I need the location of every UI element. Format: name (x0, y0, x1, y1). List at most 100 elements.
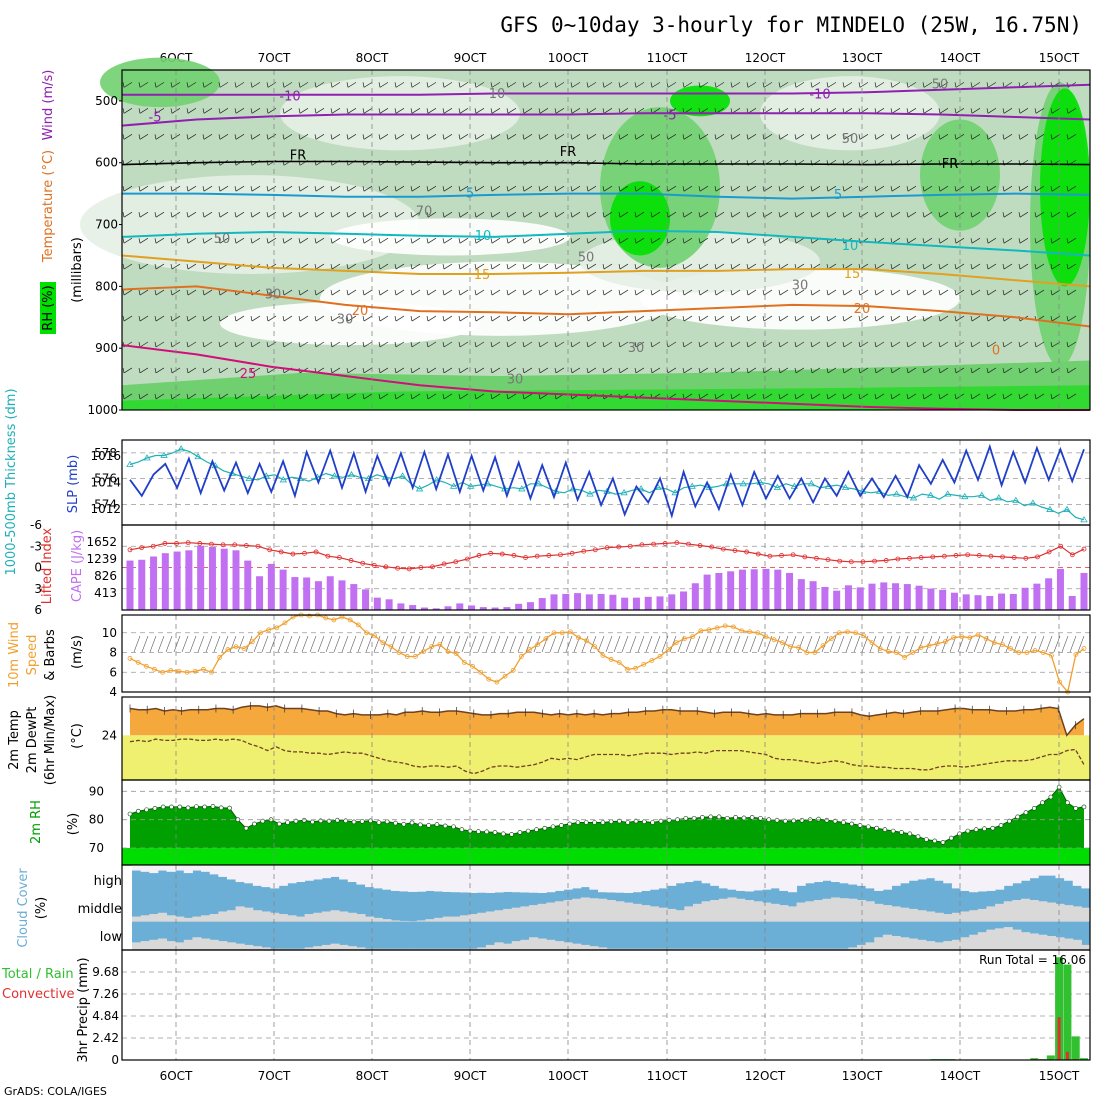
precip-tick-label: 0 (111, 1053, 119, 1067)
wind-barb (987, 341, 997, 348)
cloud-middle-cell (166, 915, 176, 922)
wind-barb (731, 289, 741, 296)
wind-barb (1019, 341, 1029, 348)
li-marker (709, 544, 715, 550)
wind-barb (427, 237, 437, 244)
cloud-middle-cell (934, 912, 944, 922)
wind-barb-flag (1050, 186, 1053, 192)
cloud-low-cell (382, 948, 392, 950)
wind-barb (251, 367, 261, 374)
surface-barb (693, 635, 701, 653)
wind-barb (651, 133, 661, 140)
wind-barb-flag (138, 82, 141, 88)
wind-barb (395, 367, 405, 374)
wind-barb (411, 289, 421, 296)
wind-barb-flag (730, 290, 733, 296)
bottom-tick-label: 12OCT (745, 1069, 786, 1083)
wind-barb-flag (922, 212, 925, 218)
wind-barb-flag (458, 82, 461, 88)
wind-barb-flag (810, 393, 813, 399)
wind-barb (219, 393, 229, 400)
wind-barb (123, 367, 133, 374)
wind-barb-flag (810, 134, 813, 140)
wind-barb (235, 82, 245, 88)
wind-barb (907, 108, 917, 114)
wind-barb-flag (762, 290, 765, 296)
cloud-high-cell (926, 865, 936, 879)
wind-barb (891, 108, 901, 114)
precip-tick-label: 4.84 (92, 1009, 119, 1023)
wind-speed-marker (192, 668, 198, 674)
wind-barb-flag (378, 264, 381, 270)
cloud-low-cell (468, 948, 478, 950)
wind-barb (747, 393, 757, 400)
cloud-low-cell (425, 948, 435, 950)
cloud-middle-cell (969, 910, 979, 922)
wind-barb-flag (346, 238, 349, 244)
cape-bar (456, 603, 464, 610)
wind-barb-flag (522, 108, 525, 114)
wind-barb (939, 133, 949, 140)
cloud-high-cell (209, 865, 219, 875)
wind-barb (475, 341, 485, 348)
wind-barb-flag (1002, 393, 1005, 399)
wind-barb-flag (954, 367, 957, 374)
wind-speed-marker (1032, 648, 1038, 653)
cloud-low-cell (986, 929, 996, 950)
li-marker (185, 540, 191, 546)
wind-speed-marker (421, 649, 426, 654)
cape-bar (632, 597, 640, 610)
surface-barb (213, 635, 221, 653)
wind-barb-flag (346, 341, 349, 348)
wind-barb (907, 393, 917, 400)
wind-barb (1003, 341, 1013, 348)
wind-barb (939, 108, 949, 114)
wind-barb-flag (1066, 290, 1069, 296)
wind-barb (315, 133, 325, 140)
rh-marker (874, 825, 879, 831)
wind-barb-flag (170, 186, 173, 192)
wind-barb (795, 367, 805, 374)
wind-barb-flag (202, 290, 205, 296)
wind-barb-flag (378, 108, 381, 114)
li-marker (883, 558, 889, 563)
wind-barb-flag (602, 264, 605, 270)
cloud-middle-cell (373, 917, 383, 922)
wind-barb (699, 289, 709, 296)
li-marker (383, 564, 389, 570)
wind-barb (203, 367, 213, 374)
rh-contour-label: 30 (792, 278, 809, 293)
wind-barb (683, 341, 693, 348)
wind-barb-flag (1002, 290, 1005, 296)
wind-barb (587, 367, 597, 374)
wind-barb (779, 263, 789, 270)
wind-barb (155, 185, 165, 192)
wind-barb (331, 315, 341, 322)
cloud-middle-cell (382, 919, 392, 922)
wind-speed-marker (836, 630, 842, 636)
wind-speed-marker (355, 622, 361, 628)
rh-contour-label: 50 (214, 232, 231, 247)
wind-speed-marker (364, 630, 369, 636)
cloud-high-cell (718, 865, 729, 889)
wind-barb-flag (186, 393, 189, 399)
wind-barb-flag (986, 134, 989, 140)
wind-barb (235, 393, 245, 400)
wind-barb (379, 108, 389, 114)
wind-barb (283, 315, 293, 322)
wind-barb (443, 393, 453, 400)
cloud-middle-cell (434, 917, 444, 922)
wind-barb (203, 315, 213, 322)
wind-barb (571, 367, 581, 374)
temp-tick-label: 24 (102, 728, 117, 742)
wind-barb (715, 185, 725, 192)
surface-barb (205, 635, 213, 653)
wind-barb-flag (746, 238, 749, 244)
wind-barb (971, 289, 981, 296)
wind-barb-flag (1050, 238, 1053, 244)
wind-barb-flag (554, 186, 557, 192)
li-marker (337, 555, 342, 560)
wind-barb (395, 133, 405, 140)
wind-barb-flag (794, 134, 797, 140)
wind-barb (523, 367, 533, 374)
